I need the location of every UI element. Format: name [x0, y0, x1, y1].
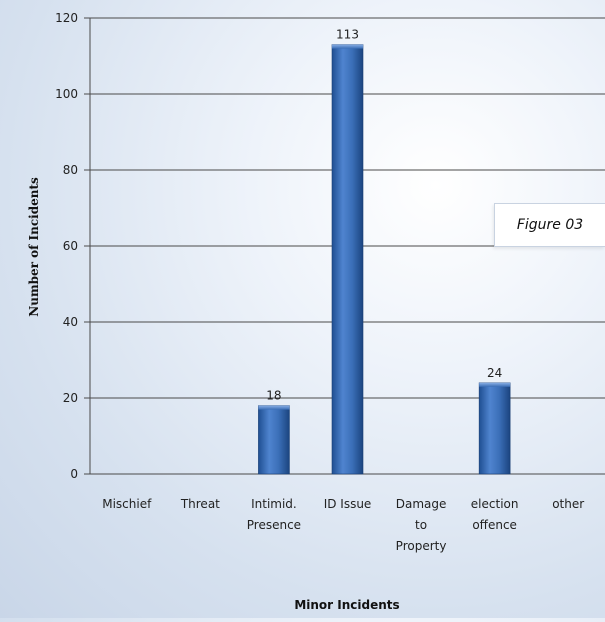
bar-5: [478, 382, 511, 475]
x-tick-label: ID Issue: [324, 497, 372, 511]
axis-layer: [84, 17, 91, 475]
bar-2: [258, 405, 290, 475]
x-axis-title: Minor Incidents: [294, 598, 399, 612]
y-tick-label: 20: [63, 391, 78, 405]
y-tick-label: 80: [63, 163, 78, 177]
bars-layer: [258, 44, 511, 475]
x-tick-label: Intimid.: [251, 497, 297, 511]
labels-layer: 0 20 40 60 80 100 120 Mischief Threat 18 Intimid. P…: [55, 11, 584, 553]
x-tick-label: Damage: [396, 497, 447, 511]
y-tick-label: 0: [70, 467, 78, 481]
x-tick-label: election: [471, 497, 519, 511]
figure-label: Figure 03: [516, 217, 584, 233]
x-tick-label: Presence: [247, 518, 301, 532]
data-label: 24: [487, 366, 502, 380]
x-tick-label: offence: [472, 518, 517, 532]
x-tick-label: Mischief: [102, 497, 152, 511]
bar-3: [331, 44, 364, 475]
x-tick-label: to: [415, 518, 427, 532]
bar-cap-2: [258, 405, 290, 410]
y-tick-label: 120: [55, 11, 78, 25]
y-tick-label: 60: [63, 239, 78, 253]
figure-label-badge: Figure 03: [494, 203, 605, 247]
y-tick-label: 40: [63, 315, 78, 329]
y-tick-label: 100: [55, 87, 78, 101]
x-tick-label: Property: [396, 539, 447, 553]
data-label: 113: [336, 28, 359, 42]
x-tick-label: other: [552, 497, 584, 511]
bar-cap-3: [332, 44, 363, 49]
bar-cap-5: [479, 382, 511, 387]
x-tick-label: Threat: [180, 497, 220, 511]
data-label: 18: [266, 389, 281, 403]
y-axis-title: Number of Incidents: [27, 177, 41, 317]
